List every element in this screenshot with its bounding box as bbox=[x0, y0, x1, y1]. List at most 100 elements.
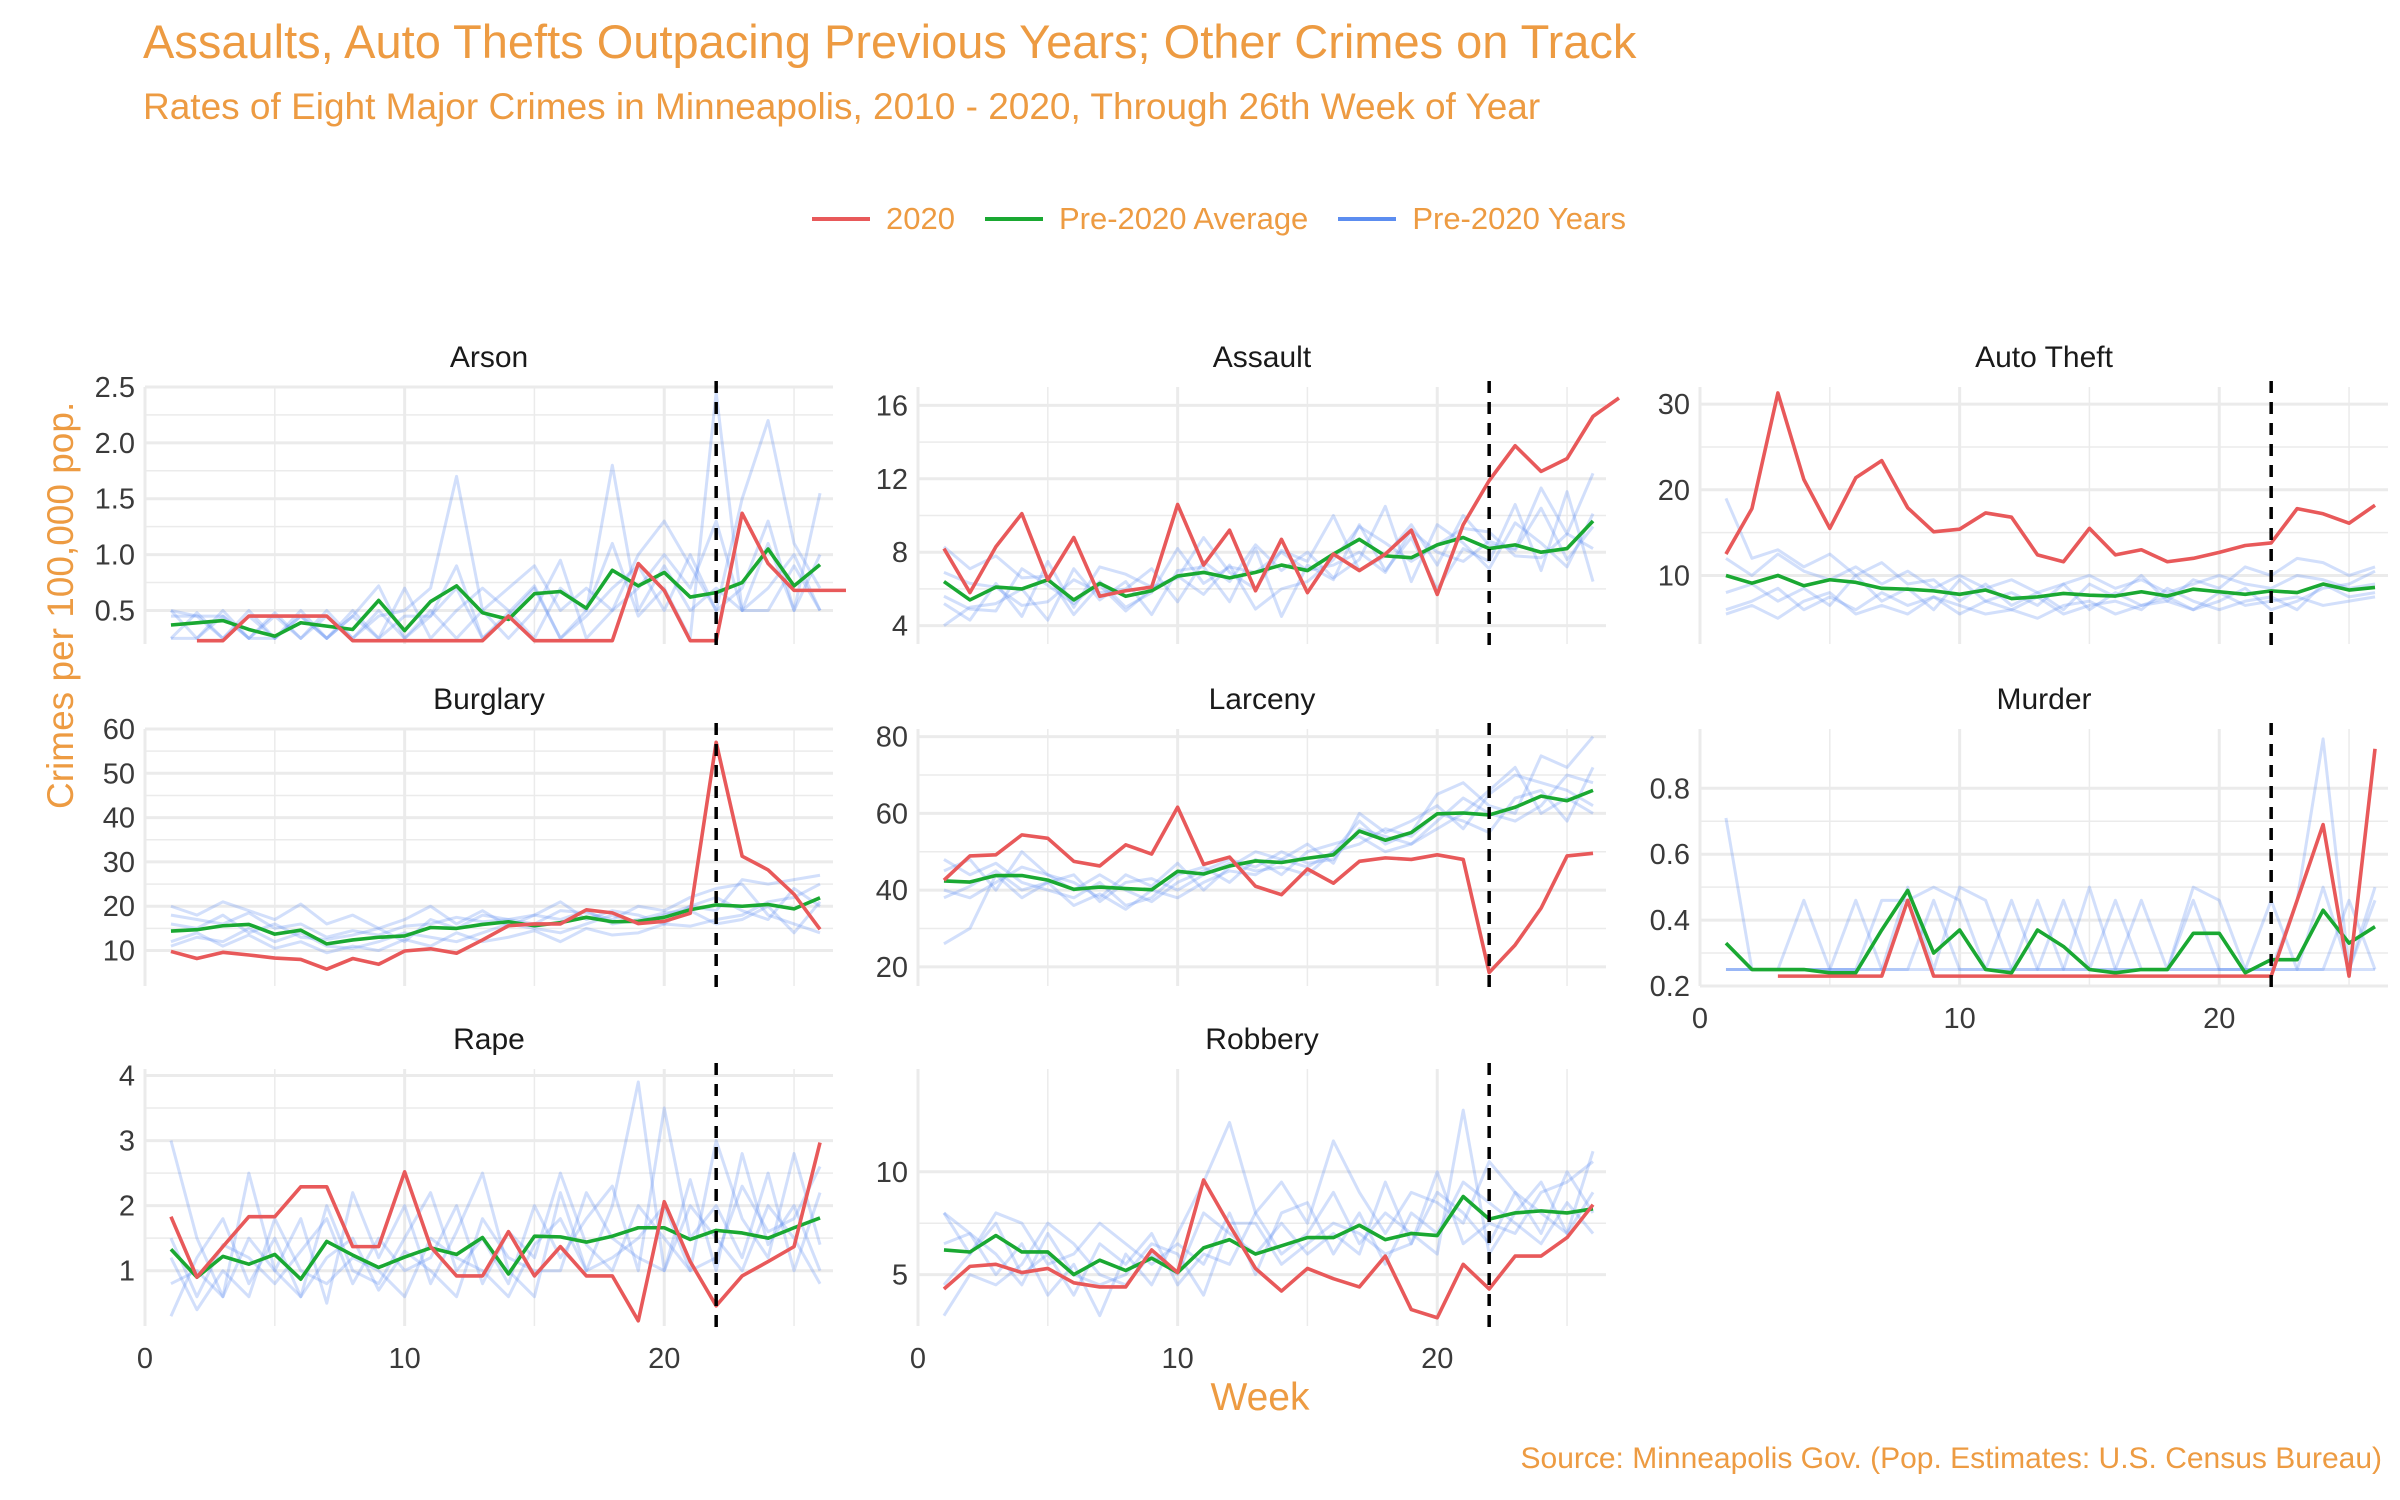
series-line-2020 bbox=[942, 1178, 1595, 1320]
series-line-year-2 bbox=[1725, 885, 2377, 972]
series-line-year-3 bbox=[170, 882, 821, 944]
legend-key-years bbox=[1338, 217, 1397, 221]
y-tick-label: 40 bbox=[103, 803, 135, 835]
y-tick-label: 2.5 bbox=[95, 372, 135, 404]
y-tick-label: 20 bbox=[1658, 475, 1690, 507]
series-line-pre-2020-average bbox=[943, 1194, 1594, 1277]
panel-title-assault: Assault bbox=[1213, 341, 1312, 374]
series-line-year-5 bbox=[169, 1165, 822, 1312]
series-line-2020 bbox=[942, 396, 1621, 599]
series-line-year-4 bbox=[943, 765, 1594, 904]
legend-item-2020: 2020 bbox=[812, 201, 955, 237]
y-tick-label: 0.4 bbox=[1650, 905, 1690, 937]
x-tick-label: 20 bbox=[1421, 1343, 1453, 1375]
x-tick-label: 10 bbox=[388, 1343, 420, 1375]
series-line-year-1 bbox=[943, 490, 1595, 627]
series-line-2020 bbox=[170, 740, 822, 971]
y-tick-label: 4 bbox=[119, 1061, 135, 1093]
series-line-pre-2020-average bbox=[170, 896, 821, 946]
y-tick-label: 1.5 bbox=[95, 484, 135, 516]
y-tick-label: 0.2 bbox=[1650, 971, 1690, 1003]
x-tick-label: 10 bbox=[1161, 1343, 1193, 1375]
panel-title-auto-theft: Auto Theft bbox=[1975, 341, 2114, 374]
series-line-year-3 bbox=[943, 773, 1594, 907]
panel-title-robbery: Robbery bbox=[1205, 1023, 1318, 1056]
series-line-year-3 bbox=[942, 1160, 1594, 1317]
legend-label-2020: 2020 bbox=[886, 201, 955, 236]
series-line-year-3 bbox=[943, 504, 1595, 607]
y-tick-label: 5 bbox=[892, 1260, 908, 1292]
y-tick-label: 20 bbox=[103, 891, 135, 923]
series-line-year-5 bbox=[1725, 591, 2376, 620]
series-line-2020 bbox=[196, 511, 846, 643]
series-line-year-3 bbox=[1725, 582, 2376, 616]
legend-key-average bbox=[984, 217, 1043, 221]
y-tick-label: 50 bbox=[103, 758, 135, 790]
x-tick-label: 0 bbox=[910, 1343, 926, 1375]
series-line-year-5 bbox=[943, 1190, 1595, 1297]
legend-item-average: Pre-2020 Average bbox=[984, 201, 1308, 237]
series-line-year-5 bbox=[170, 900, 822, 939]
series-line-year-4 bbox=[170, 873, 821, 950]
y-tick-label: 0.8 bbox=[1650, 773, 1690, 805]
series-line-year-5 bbox=[943, 766, 1595, 904]
panel-title-rape: Rape bbox=[453, 1023, 525, 1056]
y-tick-label: 10 bbox=[1658, 560, 1690, 592]
series-line-year-1 bbox=[943, 1108, 1595, 1318]
x-tick-label: 20 bbox=[648, 1343, 680, 1375]
y-tick-label: 1.0 bbox=[95, 540, 135, 572]
y-tick-label: 10 bbox=[876, 1157, 908, 1189]
x-tick-label: 10 bbox=[1943, 1003, 1975, 1035]
chart-subtitle: Rates of Eight Major Crimes in Minneapol… bbox=[143, 86, 1541, 127]
series-line-year-1 bbox=[943, 735, 1595, 946]
legend-item-years: Pre-2020 Years bbox=[1338, 201, 1626, 237]
y-tick-label: 40 bbox=[876, 875, 908, 907]
panel-title-burglary: Burglary bbox=[433, 683, 545, 716]
series-line-year-2 bbox=[169, 1106, 822, 1317]
x-tick-label: 20 bbox=[2203, 1003, 2235, 1035]
y-tick-label: 30 bbox=[1658, 389, 1690, 421]
legend: 2020 Pre-2020 Average Pre-2020 Years bbox=[812, 196, 1656, 242]
chart-title: Assaults, Auto Thefts Outpacing Previous… bbox=[143, 15, 1637, 68]
y-tick-label: 60 bbox=[103, 714, 135, 746]
legend-label-years: Pre-2020 Years bbox=[1412, 201, 1627, 236]
y-tick-label: 0.5 bbox=[95, 595, 135, 627]
series-line-year-4 bbox=[1725, 552, 2376, 595]
x-axis-label: Week bbox=[1210, 1376, 1310, 1419]
series-line-year-2 bbox=[942, 1139, 1595, 1297]
y-tick-label: 1 bbox=[119, 1256, 135, 1288]
y-axis-label: Crimes per 100,000 pop. bbox=[40, 401, 81, 809]
y-tick-label: 2.0 bbox=[95, 428, 135, 460]
x-tick-label: 0 bbox=[1692, 1003, 1708, 1035]
series-line-2020 bbox=[942, 805, 1594, 975]
series-line-year-2 bbox=[943, 773, 1594, 900]
series-line-year-1 bbox=[169, 1080, 822, 1305]
panel-title-arson: Arson bbox=[450, 341, 528, 374]
series-line-2020 bbox=[169, 1142, 822, 1323]
y-tick-label: 3 bbox=[119, 1126, 135, 1158]
y-tick-label: 10 bbox=[103, 936, 135, 968]
series-line-pre-2020-average bbox=[1725, 573, 2376, 601]
y-tick-label: 2 bbox=[119, 1191, 135, 1223]
panel-title-murder: Murder bbox=[1996, 683, 2091, 716]
series-line-year-4 bbox=[1725, 898, 2376, 972]
series-line-pre-2020-average bbox=[943, 788, 1594, 892]
legend-key-2020 bbox=[812, 217, 870, 221]
y-tick-label: 80 bbox=[876, 722, 908, 754]
source-caption: Source: Minneapolis Gov. (Pop. Estimates… bbox=[1520, 1442, 2383, 1475]
y-tick-label: 4 bbox=[892, 611, 908, 643]
y-tick-label: 60 bbox=[876, 798, 908, 830]
series-line-year-4 bbox=[170, 519, 822, 640]
series-line-year-1 bbox=[1724, 737, 2377, 972]
y-tick-label: 20 bbox=[876, 952, 908, 984]
series-line-year-1 bbox=[1724, 497, 2376, 612]
y-tick-label: 16 bbox=[876, 390, 908, 422]
series-line-2020 bbox=[1724, 391, 2377, 564]
series-line-year-4 bbox=[942, 1180, 1595, 1277]
panel-title-larceny: Larceny bbox=[1209, 683, 1316, 716]
x-tick-label: 0 bbox=[137, 1343, 153, 1375]
series-line-2020 bbox=[1777, 748, 2377, 978]
series-line-year-1 bbox=[170, 887, 821, 930]
y-tick-label: 30 bbox=[103, 847, 135, 879]
